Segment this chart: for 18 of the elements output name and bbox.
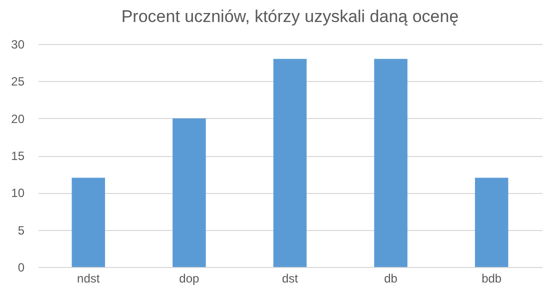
x-tick-label: ndst	[77, 272, 100, 286]
x-tick-label: dop	[179, 272, 200, 286]
y-tick-label: 0	[18, 260, 25, 274]
y-tick-label: 20	[11, 112, 25, 126]
y-tick-label: 5	[18, 223, 25, 238]
x-tick-label: bdb	[482, 272, 502, 286]
bar	[72, 178, 106, 267]
bar	[374, 58, 408, 267]
y-tick-label: 30	[11, 38, 25, 52]
y-tick-label: 25	[11, 74, 25, 89]
bar	[172, 118, 206, 267]
x-tick-label: db	[384, 272, 398, 286]
y-tick-label: 10	[11, 186, 25, 200]
bar	[474, 178, 508, 267]
bar	[273, 58, 307, 267]
chart-title: Procent uczniów, którzy uzyskali daną ocenę	[121, 7, 459, 26]
y-tick-label: 15	[11, 149, 25, 163]
x-tick-label: dst	[282, 272, 299, 286]
